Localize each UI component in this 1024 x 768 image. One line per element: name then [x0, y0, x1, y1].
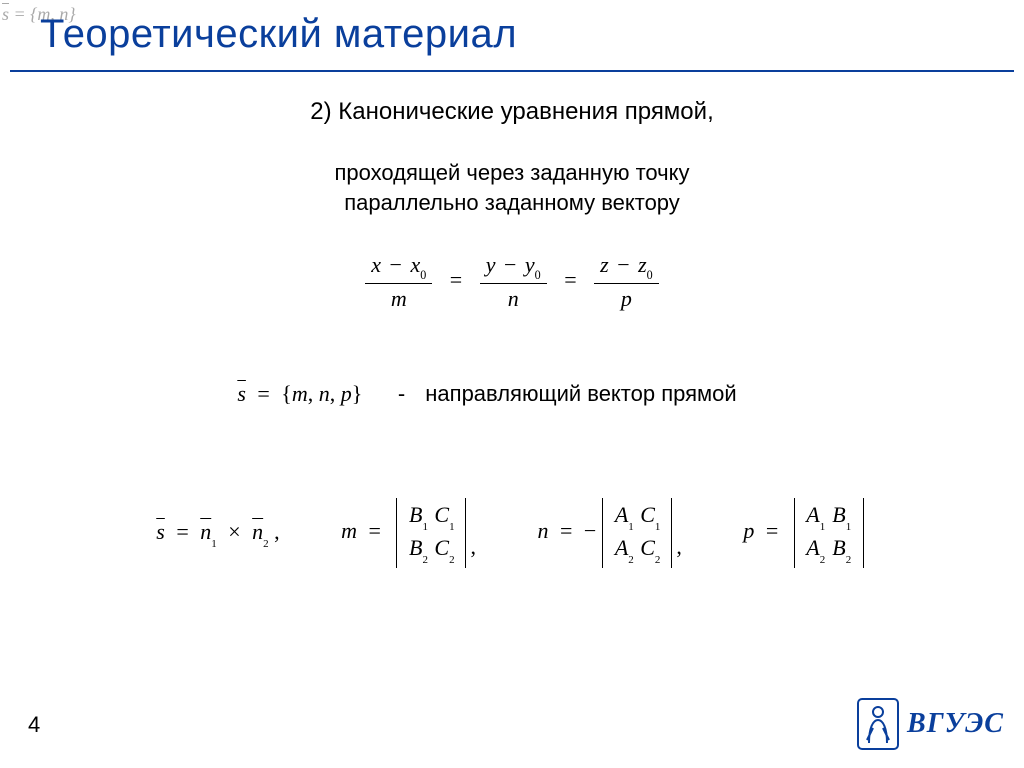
- page-title: Теоретический материал: [40, 12, 517, 57]
- canonical-equation: x − x0 m = y − y0 n = z − z0 p: [0, 252, 1024, 312]
- watermark-s: s: [2, 4, 9, 24]
- direction-vector-line: s = {m, n, p} - направляющий вектор прям…: [0, 380, 1024, 407]
- subtitle-line-1: 2) Канонические уравнения прямой,: [0, 98, 1024, 126]
- title-underline: [10, 70, 1014, 72]
- dash-sep: -: [398, 381, 405, 406]
- direction-vector-label: направляющий вектор прямой: [425, 381, 736, 406]
- frac-z: z − z0 p: [594, 252, 659, 312]
- n-determinant: n = − A1C1 A2C2 ,: [537, 498, 681, 568]
- subtitle-block-2: проходящей через заданную точку параллел…: [0, 158, 1024, 217]
- page-number: 4: [28, 712, 40, 738]
- logo-emblem-icon: [857, 698, 899, 750]
- footer-logo: ВГУЭС: [857, 698, 1004, 750]
- determinants-line: s = n1 × n2 , m = B1C1 B2C2 , n = − A1C1…: [0, 498, 1024, 568]
- m-determinant: m = B1C1 B2C2 ,: [341, 498, 476, 568]
- frac-y: y − y0 n: [480, 252, 547, 312]
- subtitle-line-2a: проходящей через заданную точку: [335, 160, 690, 185]
- vector-s-bar: s: [237, 381, 246, 406]
- p-determinant: p = A1B1 A2B2: [743, 498, 867, 568]
- logo-text: ВГУЭС: [907, 708, 1004, 740]
- frac-x: x − x0 m: [365, 252, 432, 312]
- subtitle-line-2b: параллельно заданному вектору: [344, 190, 680, 215]
- cross-product: s = n1 × n2 ,: [156, 519, 279, 547]
